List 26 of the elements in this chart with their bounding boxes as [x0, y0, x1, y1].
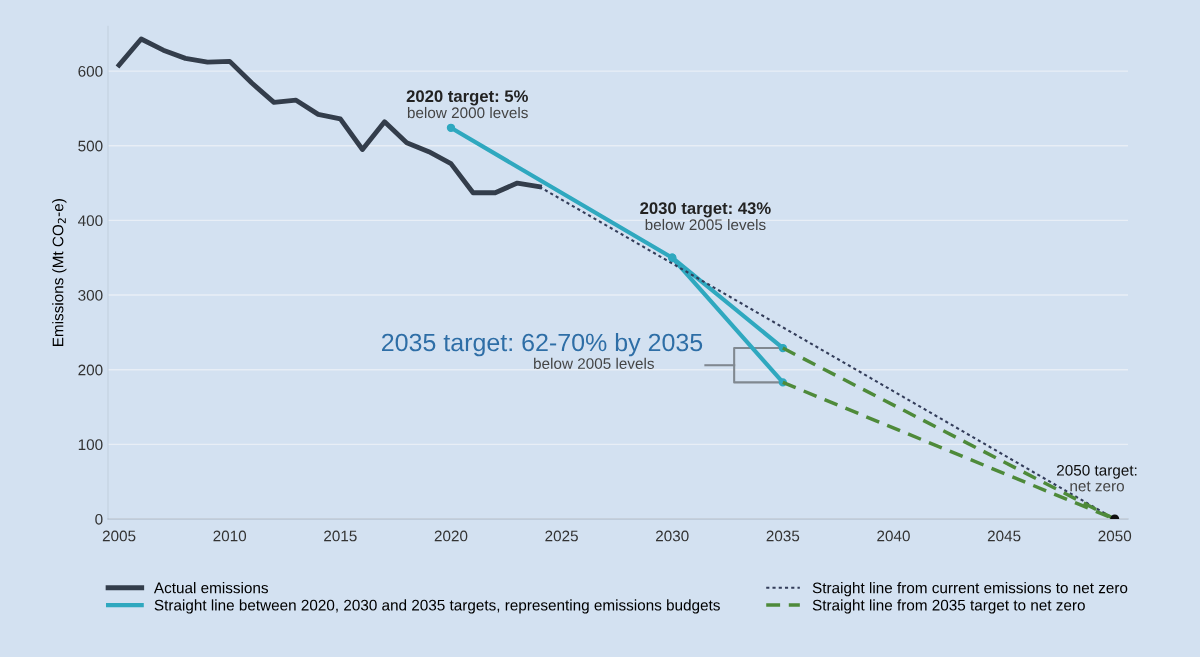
- x-tick-label: 2005: [102, 530, 136, 542]
- annotation: 2020 target: 5% below 2000 levels: [406, 90, 528, 119]
- x-tick-label: 2015: [324, 530, 357, 542]
- x-tick-label: 2025: [545, 530, 578, 542]
- x-tick-label: 2050: [1098, 530, 1132, 542]
- y-tick-label: 0: [95, 513, 103, 525]
- annotation: 2050 target: net zero: [1057, 464, 1137, 492]
- x-tick-label: 2030: [655, 530, 689, 542]
- x-tick-label: 2045: [987, 530, 1021, 542]
- y-tick-label: 500: [78, 140, 103, 152]
- y-tick-label: 300: [78, 289, 103, 301]
- y-tick-label: 400: [78, 215, 103, 227]
- legend-label: Straight line from 2035 target to net zero: [812, 599, 1085, 614]
- x-tick-label: 2035: [766, 530, 800, 542]
- y-tick-label: 200: [78, 364, 103, 376]
- annotation: 2035 target: 62-70% by 2035 below 2005 levels: [382, 332, 703, 369]
- legend-label: Actual emissions: [153, 582, 268, 594]
- annotation: 2030 target: 43% below 2005 levels: [640, 202, 771, 231]
- x-tick-label: 2010: [213, 530, 247, 542]
- legend-label: Straight line between 2020, 2030 and 2035 targets, representing emissions budgets: [154, 599, 720, 614]
- y-tick-label: 100: [78, 439, 103, 451]
- y-tick-label: 600: [78, 65, 103, 77]
- y-axis-title: Emissions (Mt CO$_{2}$-e): [52, 199, 67, 347]
- x-tick-label: 2040: [877, 530, 910, 542]
- x-tick-label: 2020: [434, 530, 468, 542]
- legend-label: Straight line from current emissions to net zero: [812, 582, 1128, 597]
